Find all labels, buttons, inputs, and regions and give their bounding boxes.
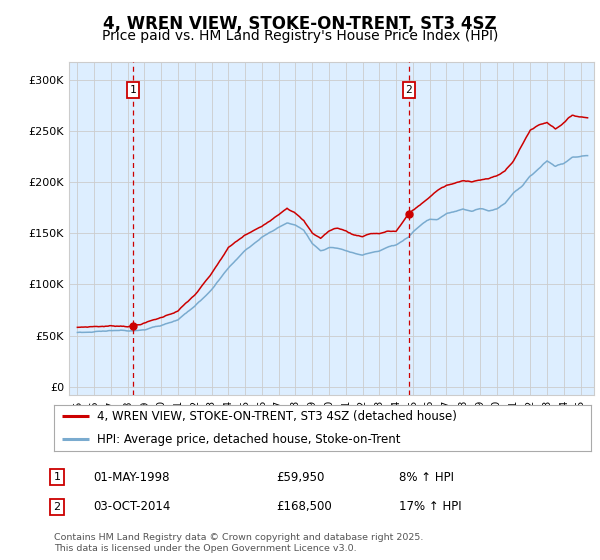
Text: 03-OCT-2014: 03-OCT-2014: [93, 500, 170, 514]
Text: 4, WREN VIEW, STOKE-ON-TRENT, ST3 4SZ: 4, WREN VIEW, STOKE-ON-TRENT, ST3 4SZ: [103, 15, 497, 33]
Text: Price paid vs. HM Land Registry's House Price Index (HPI): Price paid vs. HM Land Registry's House …: [102, 29, 498, 43]
Text: 2: 2: [53, 502, 61, 512]
Text: £59,950: £59,950: [276, 470, 325, 484]
Text: Contains HM Land Registry data © Crown copyright and database right 2025.
This d: Contains HM Land Registry data © Crown c…: [54, 533, 424, 553]
Text: 1: 1: [53, 472, 61, 482]
Text: 17% ↑ HPI: 17% ↑ HPI: [399, 500, 461, 514]
Text: 01-MAY-1998: 01-MAY-1998: [93, 470, 170, 484]
Text: 2: 2: [405, 85, 412, 95]
Text: HPI: Average price, detached house, Stoke-on-Trent: HPI: Average price, detached house, Stok…: [97, 433, 400, 446]
Text: 1: 1: [130, 85, 137, 95]
Text: £168,500: £168,500: [276, 500, 332, 514]
Text: 4, WREN VIEW, STOKE-ON-TRENT, ST3 4SZ (detached house): 4, WREN VIEW, STOKE-ON-TRENT, ST3 4SZ (d…: [97, 410, 457, 423]
Text: 8% ↑ HPI: 8% ↑ HPI: [399, 470, 454, 484]
